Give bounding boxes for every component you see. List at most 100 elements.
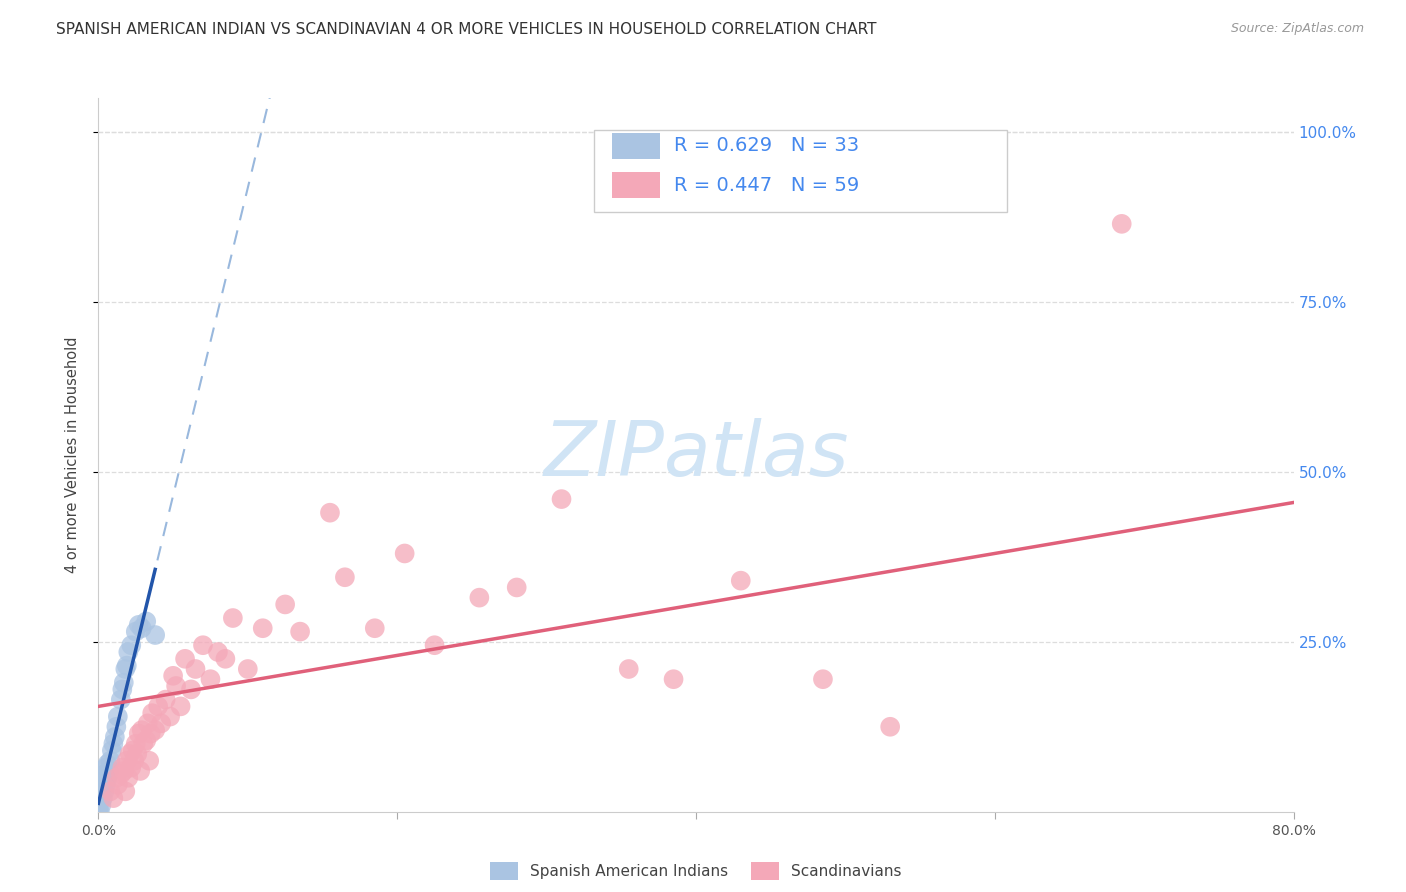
Point (91, 778, 114, 792)
Point (252, 621, 274, 635)
Point (159, 709, 181, 723)
Point (100, 754, 122, 768)
Point (288, 624, 311, 639)
Point (174, 652, 197, 666)
Point (97, 764, 120, 778)
FancyBboxPatch shape (613, 133, 661, 159)
Point (138, 754, 160, 768)
Point (124, 754, 146, 768)
Point (100, 784, 122, 798)
Point (129, 764, 152, 778)
Point (93, 767, 115, 781)
Point (90, 784, 112, 798)
Point (117, 645, 139, 659)
Point (103, 737, 125, 751)
Point (131, 621, 153, 635)
Point (274, 598, 297, 612)
FancyBboxPatch shape (613, 172, 661, 198)
Legend: Spanish American Indians, Scandinavians: Spanish American Indians, Scandinavians (484, 856, 908, 886)
Point (132, 737, 155, 751)
Point (125, 624, 148, 639)
Point (118, 747, 141, 761)
Point (120, 760, 142, 774)
Point (105, 720, 128, 734)
Point (89, 795, 111, 809)
Point (319, 506, 342, 520)
Point (333, 570, 356, 584)
Y-axis label: 4 or more Vehicles in Household: 4 or more Vehicles in Household (65, 336, 80, 574)
Point (128, 726, 150, 740)
Point (96, 771, 118, 785)
Text: ZIPatlas: ZIPatlas (543, 418, 849, 491)
Point (110, 767, 132, 781)
Point (105, 771, 128, 785)
Point (364, 621, 387, 635)
Point (104, 730, 127, 744)
Point (112, 675, 135, 690)
Point (811, 672, 834, 686)
Point (617, 662, 640, 676)
Point (148, 699, 170, 714)
Point (121, 743, 143, 757)
Point (96, 757, 118, 772)
Point (114, 662, 136, 676)
Point (89, 805, 111, 819)
Point (90, 797, 112, 812)
Point (150, 716, 173, 731)
Point (184, 662, 207, 676)
Point (191, 638, 214, 652)
Point (111, 682, 134, 697)
Point (180, 682, 202, 697)
Point (141, 706, 163, 721)
Point (165, 679, 187, 693)
Point (125, 737, 148, 751)
Point (214, 652, 236, 666)
Point (236, 662, 259, 676)
Point (162, 669, 184, 683)
Point (730, 574, 752, 588)
Point (94, 778, 117, 792)
Point (117, 771, 139, 785)
Point (222, 611, 245, 625)
FancyBboxPatch shape (595, 130, 1007, 212)
Point (87, 791, 110, 805)
Text: R = 0.447   N = 59: R = 0.447 N = 59 (675, 176, 859, 194)
Point (94, 760, 117, 774)
Point (91, 791, 114, 805)
Point (143, 723, 166, 738)
Point (115, 658, 138, 673)
Point (115, 754, 138, 768)
Point (107, 709, 129, 723)
Point (135, 615, 157, 629)
Point (139, 726, 162, 740)
Point (468, 591, 491, 605)
Point (550, 492, 572, 507)
Point (423, 638, 446, 652)
Point (111, 760, 134, 774)
Point (155, 692, 177, 706)
Point (200, 672, 222, 686)
Point (93, 784, 115, 798)
Point (112, 764, 135, 778)
Point (110, 692, 132, 706)
Point (128, 617, 150, 632)
Point (120, 638, 142, 652)
Point (101, 743, 124, 757)
Point (136, 716, 159, 731)
Point (394, 546, 416, 560)
Point (103, 791, 125, 805)
Point (135, 733, 157, 747)
Point (207, 645, 229, 659)
Point (1111, 217, 1133, 231)
Point (506, 581, 529, 595)
Point (879, 720, 901, 734)
Text: R = 0.629   N = 33: R = 0.629 N = 33 (675, 136, 859, 155)
Point (143, 628, 166, 642)
Point (107, 778, 129, 792)
Text: SPANISH AMERICAN INDIAN VS SCANDINAVIAN 4 OR MORE VEHICLES IN HOUSEHOLD CORRELAT: SPANISH AMERICAN INDIAN VS SCANDINAVIAN … (56, 22, 877, 37)
Point (131, 723, 153, 738)
Point (114, 784, 136, 798)
Text: Source: ZipAtlas.com: Source: ZipAtlas.com (1230, 22, 1364, 36)
Point (127, 747, 149, 761)
Point (87, 801, 110, 815)
